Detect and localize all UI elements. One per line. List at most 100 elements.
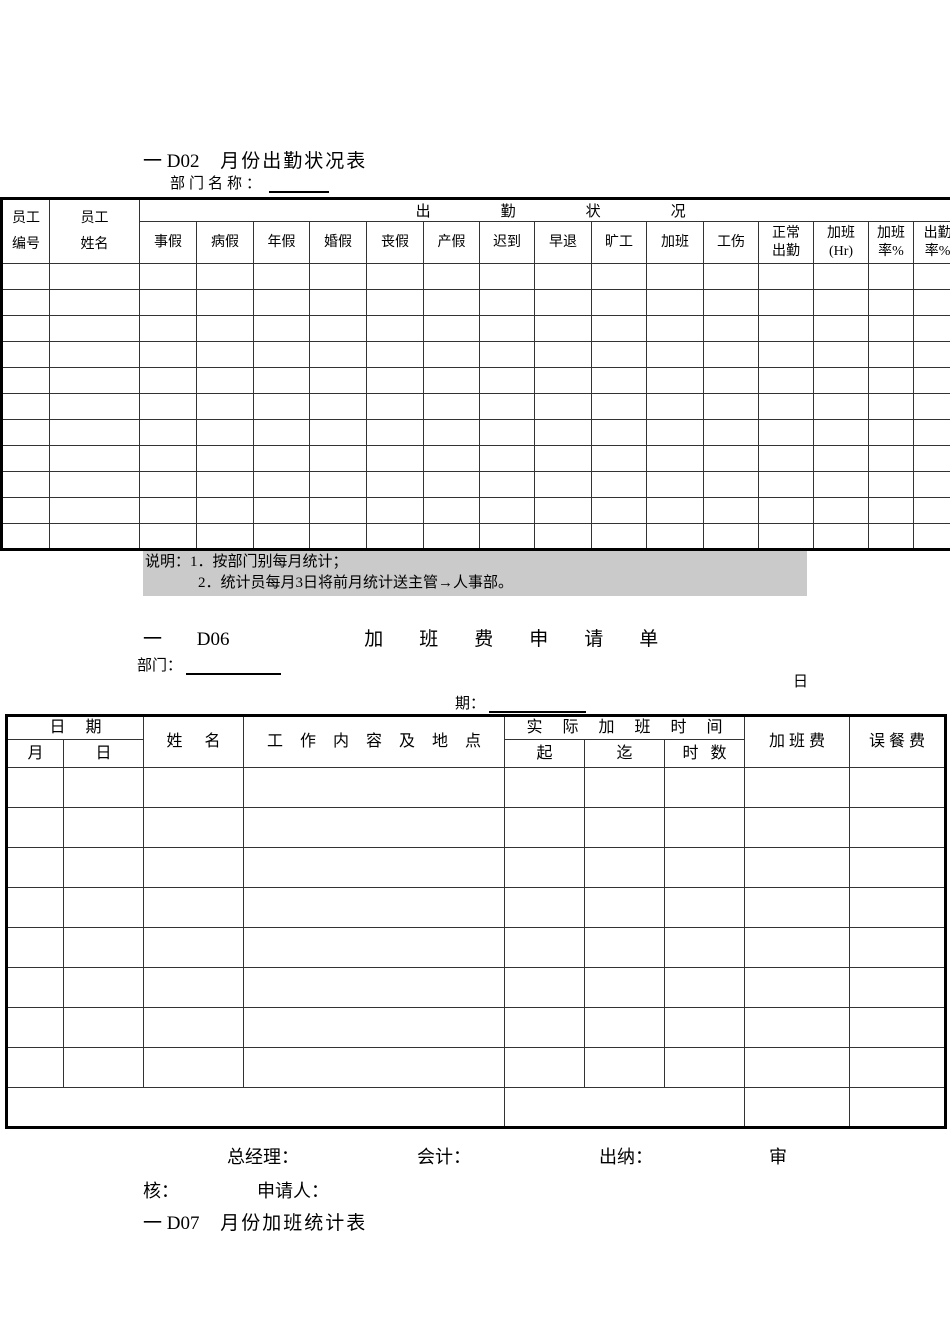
- empty-cell[interactable]: [758, 263, 814, 290]
- empty-cell[interactable]: [868, 497, 914, 524]
- empty-cell[interactable]: [849, 807, 947, 848]
- empty-cell[interactable]: [479, 393, 535, 420]
- empty-cell[interactable]: [196, 289, 254, 316]
- empty-cell[interactable]: [912, 263, 950, 290]
- empty-cell[interactable]: [1, 341, 50, 368]
- empty-cell[interactable]: [309, 419, 367, 446]
- empty-cell[interactable]: [196, 471, 254, 498]
- empty-cell[interactable]: [6, 1047, 64, 1088]
- empty-cell[interactable]: [49, 419, 140, 446]
- empty-cell[interactable]: [366, 523, 424, 550]
- empty-cell[interactable]: [849, 767, 947, 808]
- empty-cell[interactable]: [646, 315, 704, 342]
- empty-cell[interactable]: [1, 497, 50, 524]
- empty-cell[interactable]: [813, 419, 869, 446]
- empty-cell[interactable]: [584, 1047, 666, 1088]
- empty-cell[interactable]: [813, 367, 869, 394]
- empty-cell[interactable]: [143, 1047, 245, 1088]
- empty-cell[interactable]: [6, 927, 64, 968]
- empty-cell[interactable]: [646, 419, 704, 446]
- empty-cell[interactable]: [534, 341, 592, 368]
- empty-cell[interactable]: [868, 419, 914, 446]
- empty-cell[interactable]: [253, 419, 310, 446]
- empty-cell[interactable]: [912, 419, 950, 446]
- empty-cell[interactable]: [1, 393, 50, 420]
- empty-cell[interactable]: [49, 497, 140, 524]
- empty-cell[interactable]: [703, 263, 759, 290]
- empty-cell[interactable]: [868, 367, 914, 394]
- footer-merged-time-cell[interactable]: [504, 1087, 746, 1128]
- empty-cell[interactable]: [646, 263, 704, 290]
- empty-cell[interactable]: [591, 471, 647, 498]
- empty-cell[interactable]: [62, 847, 145, 888]
- empty-cell[interactable]: [534, 367, 592, 394]
- empty-cell[interactable]: [6, 767, 64, 808]
- empty-cell[interactable]: [813, 445, 869, 472]
- empty-cell[interactable]: [912, 289, 950, 316]
- empty-cell[interactable]: [534, 471, 592, 498]
- empty-cell[interactable]: [243, 927, 506, 968]
- empty-cell[interactable]: [664, 1007, 746, 1048]
- empty-cell[interactable]: [139, 419, 197, 446]
- empty-cell[interactable]: [253, 315, 310, 342]
- empty-cell[interactable]: [423, 315, 480, 342]
- empty-cell[interactable]: [813, 471, 869, 498]
- empty-cell[interactable]: [758, 393, 814, 420]
- empty-cell[interactable]: [504, 887, 586, 928]
- empty-cell[interactable]: [868, 523, 914, 550]
- empty-cell[interactable]: [196, 315, 254, 342]
- d06-dept-blank[interactable]: [186, 658, 282, 675]
- empty-cell[interactable]: [49, 471, 140, 498]
- empty-cell[interactable]: [366, 445, 424, 472]
- empty-cell[interactable]: [243, 1047, 506, 1088]
- empty-cell[interactable]: [591, 289, 647, 316]
- empty-cell[interactable]: [479, 315, 535, 342]
- empty-cell[interactable]: [253, 445, 310, 472]
- empty-cell[interactable]: [423, 341, 480, 368]
- empty-cell[interactable]: [646, 471, 704, 498]
- empty-cell[interactable]: [479, 445, 535, 472]
- empty-cell[interactable]: [143, 967, 245, 1008]
- empty-cell[interactable]: [813, 263, 869, 290]
- empty-cell[interactable]: [646, 289, 704, 316]
- empty-cell[interactable]: [1, 419, 50, 446]
- empty-cell[interactable]: [849, 927, 947, 968]
- empty-cell[interactable]: [423, 367, 480, 394]
- empty-cell[interactable]: [309, 289, 367, 316]
- empty-cell[interactable]: [253, 263, 310, 290]
- empty-cell[interactable]: [744, 927, 851, 968]
- empty-cell[interactable]: [62, 1007, 145, 1048]
- empty-cell[interactable]: [49, 289, 140, 316]
- empty-cell[interactable]: [253, 497, 310, 524]
- empty-cell[interactable]: [1, 367, 50, 394]
- empty-cell[interactable]: [253, 393, 310, 420]
- empty-cell[interactable]: [49, 393, 140, 420]
- empty-cell[interactable]: [758, 419, 814, 446]
- empty-cell[interactable]: [868, 263, 914, 290]
- empty-cell[interactable]: [912, 315, 950, 342]
- footer-merged-left-cell[interactable]: [5, 1087, 506, 1128]
- empty-cell[interactable]: [49, 263, 140, 290]
- empty-cell[interactable]: [243, 807, 506, 848]
- empty-cell[interactable]: [758, 289, 814, 316]
- empty-cell[interactable]: [849, 887, 947, 928]
- empty-cell[interactable]: [143, 847, 245, 888]
- empty-cell[interactable]: [703, 289, 759, 316]
- empty-cell[interactable]: [1, 523, 50, 550]
- empty-cell[interactable]: [366, 263, 424, 290]
- empty-cell[interactable]: [243, 1007, 506, 1048]
- empty-cell[interactable]: [703, 471, 759, 498]
- empty-cell[interactable]: [6, 1007, 64, 1048]
- empty-cell[interactable]: [253, 471, 310, 498]
- empty-cell[interactable]: [504, 967, 586, 1008]
- empty-cell[interactable]: [196, 523, 254, 550]
- empty-cell[interactable]: [49, 445, 140, 472]
- empty-cell[interactable]: [423, 471, 480, 498]
- empty-cell[interactable]: [196, 445, 254, 472]
- empty-cell[interactable]: [584, 967, 666, 1008]
- empty-cell[interactable]: [139, 523, 197, 550]
- empty-cell[interactable]: [664, 927, 746, 968]
- empty-cell[interactable]: [758, 341, 814, 368]
- empty-cell[interactable]: [196, 419, 254, 446]
- footer-fee-cell[interactable]: [744, 1087, 851, 1128]
